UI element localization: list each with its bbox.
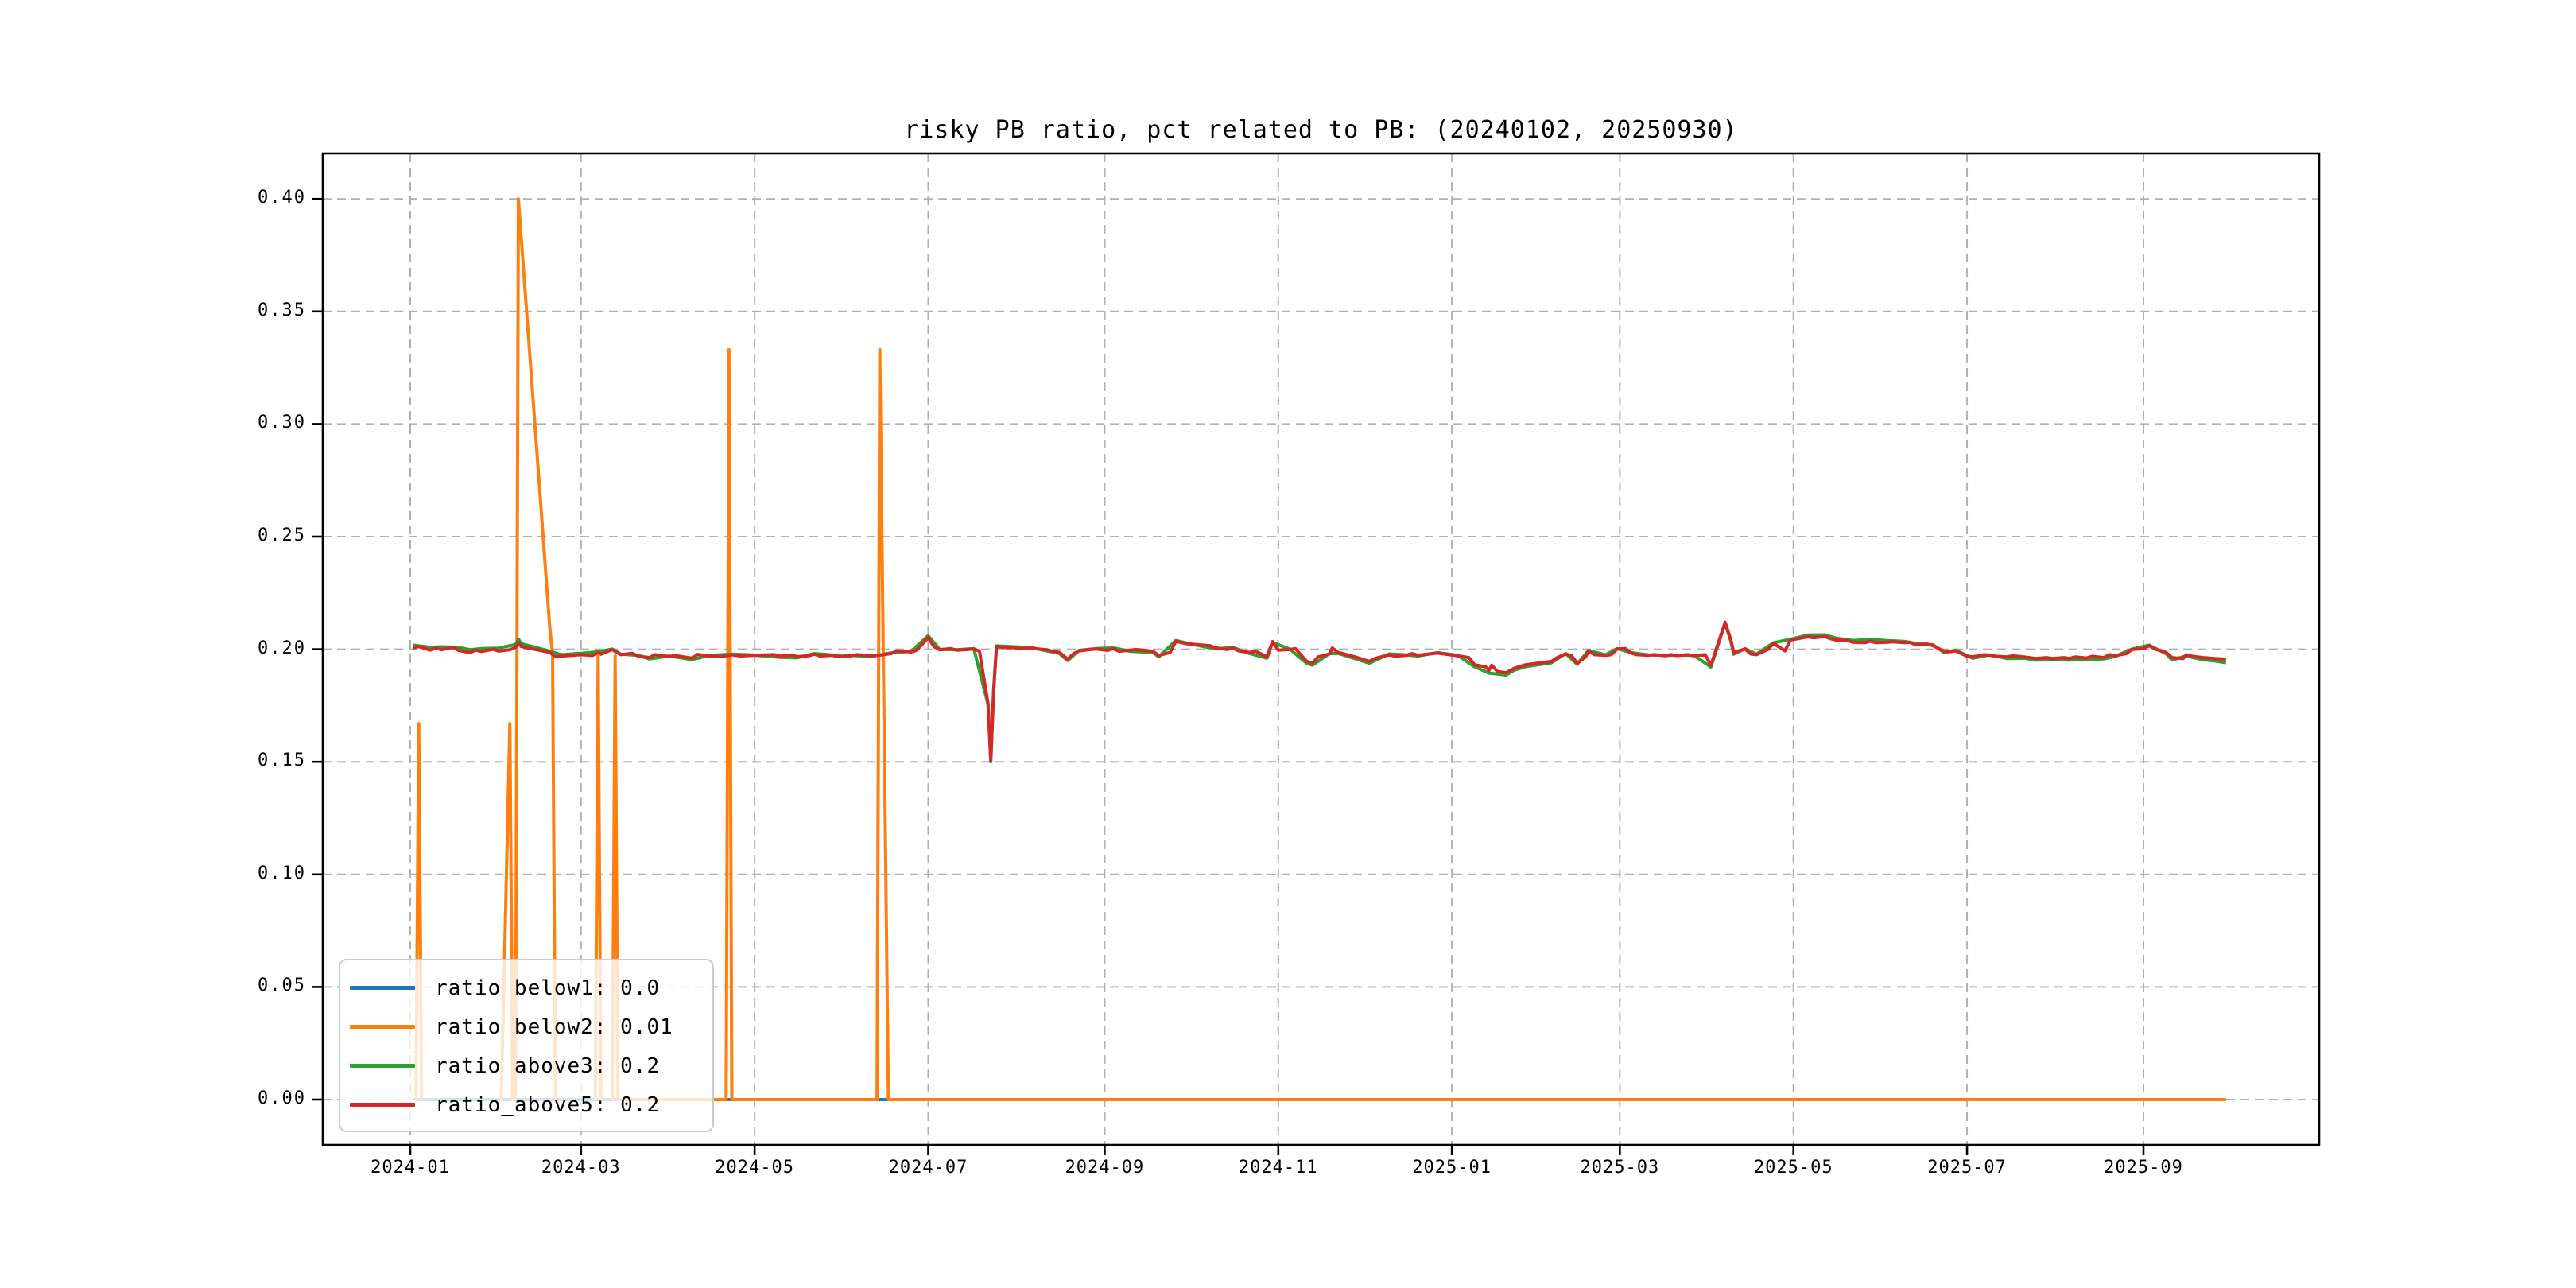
series-line-ratio_above5 <box>413 620 2226 762</box>
legend-label: ratio_above5: 0.2 <box>435 1092 661 1117</box>
x-tick-label: 2024-01 <box>370 1158 450 1177</box>
y-tick-label: 0.40 <box>258 188 306 208</box>
x-tick-label: 2024-11 <box>1238 1158 1318 1177</box>
legend-row-ratio_below1: ratio_below1: 0.0 <box>350 968 712 1007</box>
series-line-ratio_below2 <box>611 347 2226 1101</box>
legend-row-ratio_above5: ratio_above5: 0.2 <box>350 1085 712 1124</box>
y-tick-label: 0.20 <box>258 638 306 658</box>
x-tick-label: 2025-03 <box>1580 1158 1660 1177</box>
x-tick-label: 2025-07 <box>1927 1158 2007 1177</box>
legend-line-swatch-ratio_below2 <box>350 1025 415 1029</box>
series-line-ratio_below2 <box>593 654 603 1100</box>
y-tick-label: 0.35 <box>258 300 306 320</box>
x-tick-label: 2024-09 <box>1065 1158 1145 1177</box>
series-line-ratio_above3 <box>413 622 2227 764</box>
legend-line-swatch-ratio_above3 <box>350 1064 415 1068</box>
legend-row-ratio_above3: ratio_above3: 0.2 <box>350 1046 712 1085</box>
legend-label: ratio_below1: 0.0 <box>435 976 661 1000</box>
legend-row-ratio_below2: ratio_below2: 0.01 <box>350 1007 712 1046</box>
y-tick-label: 0.15 <box>258 751 306 771</box>
y-tick-label: 0.00 <box>258 1088 306 1108</box>
legend-label: ratio_below2: 0.01 <box>435 1014 673 1039</box>
x-tick-label: 2025-09 <box>2104 1158 2183 1177</box>
series-line-ratio_below2 <box>514 197 557 1100</box>
y-tick-label: 0.25 <box>258 526 306 545</box>
legend-line-swatch-ratio_below1 <box>350 986 415 990</box>
legend-label: ratio_above3: 0.2 <box>435 1053 661 1078</box>
chart-title: risky PB ratio, pct related to PB: (2024… <box>904 116 1738 144</box>
x-tick-label: 2024-05 <box>715 1158 794 1177</box>
x-tick-label: 2024-07 <box>888 1158 968 1177</box>
x-tick-label: 2024-03 <box>541 1158 621 1177</box>
x-tick-label: 2025-01 <box>1412 1158 1492 1177</box>
x-tick-label: 2025-05 <box>1753 1158 1833 1177</box>
legend-line-swatch-ratio_above5 <box>350 1103 415 1107</box>
y-tick-label: 0.10 <box>258 863 306 883</box>
y-tick-label: 0.30 <box>258 413 306 433</box>
y-tick-label: 0.05 <box>258 976 306 996</box>
legend: ratio_below1: 0.0 ratio_below2: 0.01 ratio… <box>339 959 714 1132</box>
